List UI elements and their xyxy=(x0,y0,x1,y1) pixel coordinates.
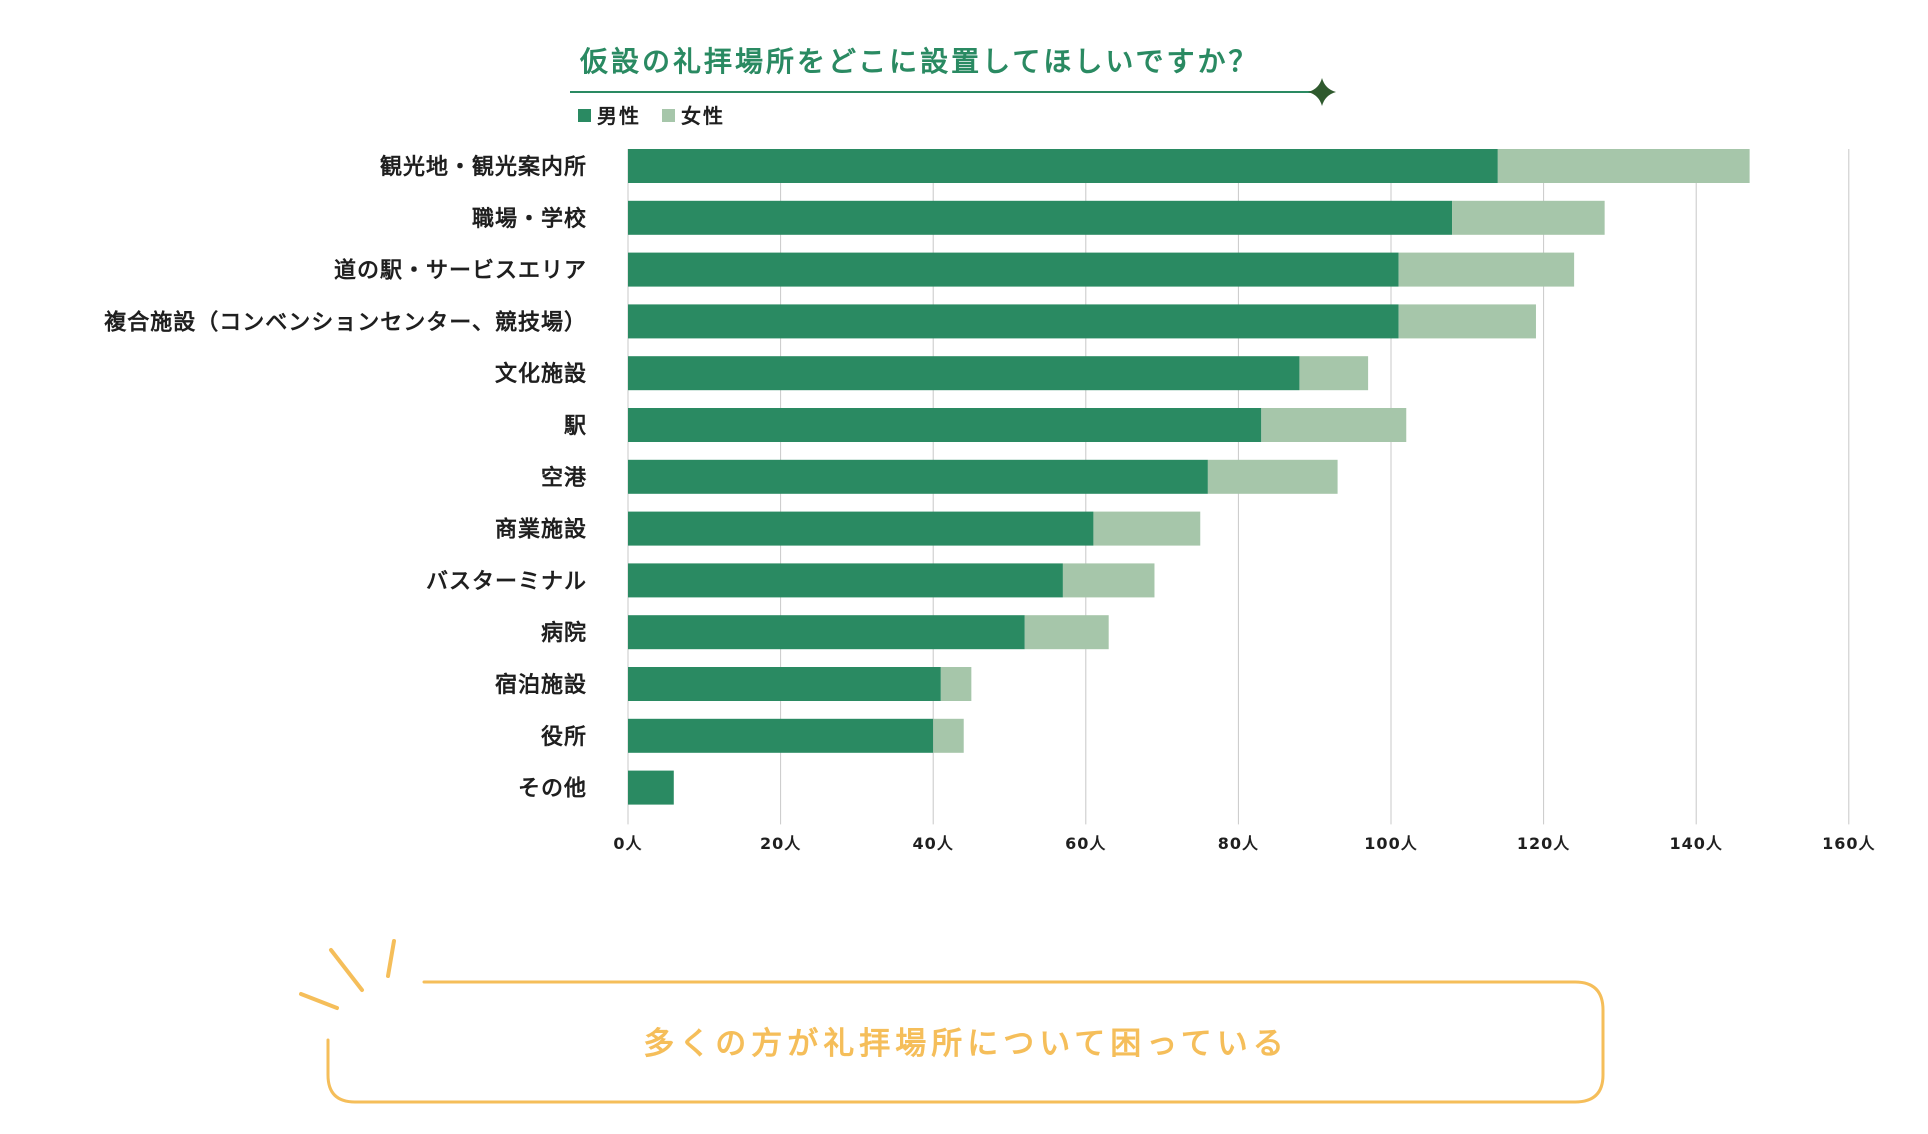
bar-male xyxy=(628,667,941,701)
category-label: 病院 xyxy=(541,620,587,646)
bar-female xyxy=(1261,408,1407,442)
chart-title: 仮設の礼拝場所をどこに設置してほしいですか？ xyxy=(579,45,1259,78)
bar-female xyxy=(1497,149,1750,183)
bar-female xyxy=(1062,563,1155,598)
callout-frame xyxy=(326,980,1605,1104)
category-label: 役所 xyxy=(541,725,587,750)
bars xyxy=(628,149,1750,805)
bar-male xyxy=(628,563,1063,598)
x-tick-label: 20人 xyxy=(760,834,801,853)
category-label: 観光地・観光案内所 xyxy=(380,154,587,180)
x-tick-label: 160人 xyxy=(1822,834,1875,853)
burst-line xyxy=(299,992,339,1010)
callout-text: 多くの方が礼拝場所について困っている xyxy=(643,1026,1289,1062)
category-label: 道の駅・サービスエリア xyxy=(334,258,587,284)
legend: 男性 女性 xyxy=(578,104,725,128)
bar-male xyxy=(628,615,1025,650)
bar-female xyxy=(1452,200,1605,235)
legend-label-female: 女性 xyxy=(681,104,725,128)
x-axis-ticks: 0人 20人 40人 60人 80人 100人 120人 140人 160人 xyxy=(613,834,1875,853)
bar-male xyxy=(628,252,1399,287)
x-tick-label: 140人 xyxy=(1669,834,1722,853)
x-tick-label: 60人 xyxy=(1065,834,1106,853)
bar-female xyxy=(933,718,964,753)
category-label: 駅 xyxy=(564,414,587,439)
category-label: 空港 xyxy=(541,465,587,491)
x-tick-label: 120人 xyxy=(1517,834,1570,853)
bar-male xyxy=(628,408,1262,442)
bar-male xyxy=(628,718,934,753)
sparkle-icon xyxy=(1308,78,1336,106)
category-label: バスターミナル xyxy=(426,569,587,594)
legend-swatch-female xyxy=(662,109,675,122)
x-tick-label: 40人 xyxy=(913,834,954,853)
bar-female xyxy=(1299,356,1369,391)
x-tick-label: 80人 xyxy=(1218,834,1259,853)
category-label: 商業施設 xyxy=(495,517,587,543)
bar-female xyxy=(1024,615,1109,650)
bar-female xyxy=(1398,304,1536,339)
bar-male xyxy=(628,304,1399,339)
x-tick-label: 0人 xyxy=(613,834,642,853)
bar-male xyxy=(628,356,1300,391)
category-label: 宿泊施設 xyxy=(495,672,587,698)
burst-line xyxy=(329,948,364,992)
legend-label-male: 男性 xyxy=(597,104,641,128)
category-label: 職場・学校 xyxy=(472,206,587,232)
bar-male xyxy=(628,149,1498,183)
bar-male xyxy=(628,459,1208,494)
bar-female xyxy=(1093,511,1201,546)
legend-swatch-male xyxy=(578,109,591,122)
bar-female xyxy=(1207,459,1338,494)
bar-male xyxy=(628,770,674,805)
category-label: その他 xyxy=(518,777,587,802)
category-labels: 観光地・観光案内所職場・学校道の駅・サービスエリア複合施設（コンベンションセンタ… xyxy=(104,154,587,802)
category-label: 複合施設（コンベンションセンター、競技場） xyxy=(104,309,587,335)
bar-male xyxy=(628,200,1453,235)
x-tick-label: 100人 xyxy=(1364,834,1417,853)
bar-female xyxy=(940,667,972,701)
callout: 多くの方が礼拝場所について困っている xyxy=(299,939,1605,1104)
burst-line xyxy=(386,939,396,978)
bar-male xyxy=(628,511,1094,546)
bar-female xyxy=(1398,252,1575,287)
category-label: 文化施設 xyxy=(495,361,587,387)
